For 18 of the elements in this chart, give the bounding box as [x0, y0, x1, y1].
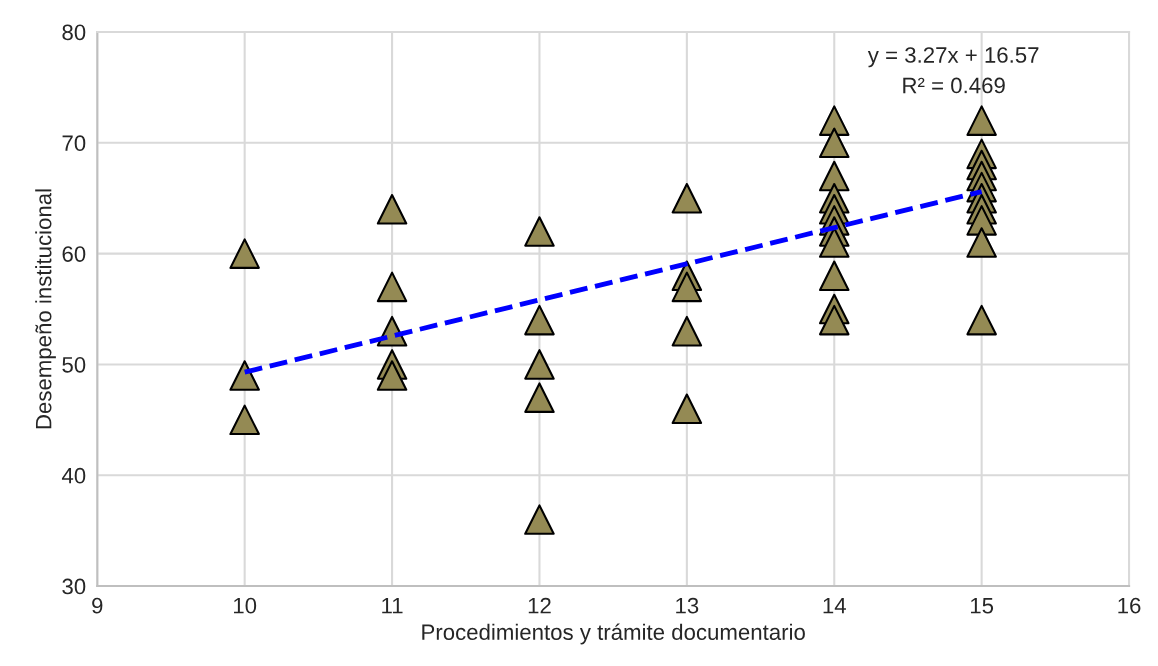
- x-tick-label: 12: [528, 597, 551, 614]
- x-tick-label: 16: [1118, 597, 1141, 614]
- x-tick-label: 10: [234, 597, 257, 614]
- x-axis-title: Procedimientos y trámite documentario: [422, 623, 805, 645]
- x-tick-label: 15: [970, 598, 994, 614]
- x-tick-label: 13: [676, 597, 699, 614]
- annotation: y = 3.27x + 16.57: [867, 47, 1039, 68]
- y-tick-label: 80: [62, 24, 86, 41]
- y-tick-label: 30: [62, 578, 86, 595]
- y-tick-label: 70: [62, 135, 86, 152]
- y-tick-label: 60: [62, 246, 86, 262]
- y-tick-label: 50: [62, 356, 86, 373]
- x-tick-label: 14: [823, 598, 846, 614]
- y-axis-title: Desempeño institucional: [35, 189, 56, 429]
- y-tick-label: 40: [61, 467, 86, 484]
- annotation: R² = 0.469: [903, 77, 1005, 94]
- x-tick-label: 11: [382, 598, 403, 614]
- x-tick-label: 9: [92, 597, 103, 614]
